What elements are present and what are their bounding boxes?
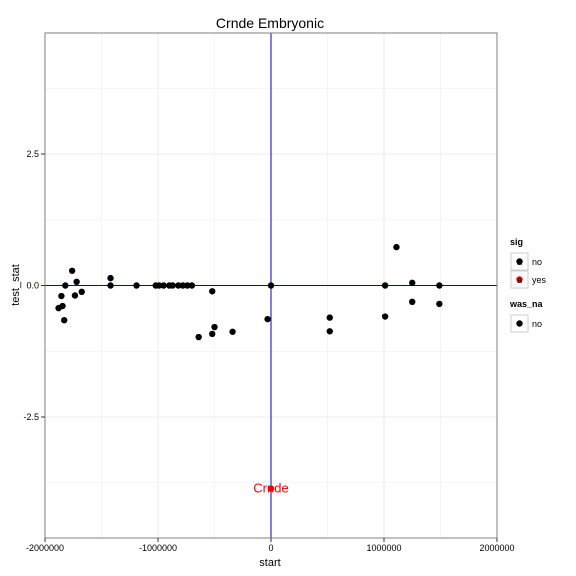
data-point-no [78, 288, 85, 296]
y-axis-title: test_stat [10, 264, 22, 306]
data-point-no [409, 298, 416, 306]
data-point-no [381, 282, 389, 289]
legend-title: was_na [509, 299, 544, 309]
data-point-no [160, 282, 167, 289]
data-point-no [133, 282, 140, 289]
legend-key-glyph: a [517, 257, 522, 267]
data-point-no [68, 267, 76, 274]
data-point-no [326, 328, 333, 335]
data-point-no [229, 328, 236, 335]
data-point-no [436, 282, 443, 289]
data-point-no [267, 282, 275, 289]
legend-key-point [516, 320, 523, 327]
y-tick-label: 0.0 [26, 281, 39, 291]
data-point-no [409, 279, 416, 287]
data-point-no [209, 330, 216, 338]
data-point-no [436, 300, 443, 308]
data-label: Crnde [253, 481, 288, 496]
x-tick-label: -1000000 [139, 543, 177, 553]
data-point-no [184, 282, 191, 289]
data-point-no [188, 282, 196, 289]
data-point-no [179, 282, 187, 289]
data-point-no [264, 315, 271, 323]
data-point-no [195, 333, 202, 341]
legend-key-glyph: a [517, 275, 522, 285]
legend-key-point [516, 276, 523, 283]
data-point-no [62, 282, 69, 289]
y-tick-label: 2.5 [26, 149, 39, 159]
data-point-no [107, 282, 114, 289]
x-tick-label: 2000000 [479, 543, 514, 553]
legend-label: no [532, 319, 542, 329]
legend-label: yes [532, 275, 547, 285]
data-point-no [58, 292, 65, 300]
legend-key-point [516, 258, 523, 265]
data-point-no [381, 313, 389, 320]
data-point-no [326, 314, 333, 321]
data-point-no [211, 323, 218, 331]
data-point-no [59, 302, 66, 310]
data-point-no [73, 278, 80, 286]
x-tick-label: -2000000 [26, 543, 64, 553]
data-point-no [169, 282, 176, 289]
data-point-no [393, 243, 400, 251]
data-point-no [71, 292, 79, 299]
data-point-no [61, 317, 68, 324]
x-tick-label: 0 [268, 543, 273, 553]
data-point-yes [267, 485, 275, 492]
data-point-no [107, 274, 114, 282]
legend-label: no [532, 257, 542, 267]
y-tick-label: -2.5 [23, 412, 39, 422]
plot-panel: -2000000 -1000000 0 1000000 2000000 -2.5 0.0 2.… [23, 32, 515, 553]
data-point-no [175, 282, 182, 289]
data-point-no [209, 288, 216, 295]
x-axis-title: start [259, 557, 280, 569]
x-tick-label: 1000000 [366, 543, 401, 553]
data-point-no [155, 282, 163, 289]
legend-title: sig [510, 237, 523, 247]
chart-title: Crnde Embryonic [216, 15, 324, 31]
